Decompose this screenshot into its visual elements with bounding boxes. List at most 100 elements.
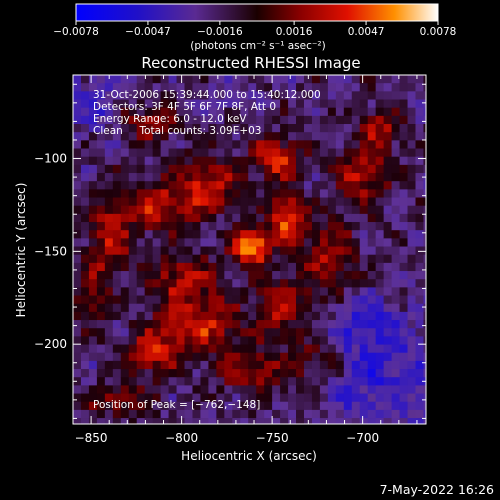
heatmap-cell: [240, 91, 249, 100]
heatmap-cell: [224, 401, 233, 411]
heatmap-cell: [208, 164, 217, 174]
heatmap-cell: [224, 377, 233, 386]
heatmap-cell: [296, 254, 305, 264]
heatmap-cell: [319, 156, 329, 166]
heatmap-cell: [240, 344, 249, 354]
heatmap-cell: [208, 271, 217, 280]
heatmap-cell: [280, 360, 289, 370]
heatmap-cell: [383, 205, 393, 215]
heatmap-cell: [168, 124, 177, 133]
heatmap-cell: [104, 262, 114, 272]
heatmap-cell: [367, 352, 377, 362]
heatmap-cell: [184, 91, 193, 100]
heatmap-cell: [351, 181, 361, 190]
heatmap-cell: [280, 197, 289, 207]
heatmap-cell: [391, 222, 400, 231]
heatmap-cell: [104, 287, 114, 296]
heatmap-cell: [303, 238, 313, 247]
heatmap-cell: [407, 213, 416, 223]
heatmap-cell: [399, 254, 408, 264]
heatmap-cell: [152, 418, 162, 424]
heatmap-cell: [391, 401, 400, 411]
heatmap-cell: [240, 115, 249, 125]
heatmap-cell: [423, 99, 426, 109]
heatmap-cell: [296, 75, 305, 84]
heatmap-cell: [168, 336, 177, 345]
heatmap-cell: [96, 132, 106, 141]
heatmap-cell: [232, 320, 241, 329]
heatmap-cell: [359, 75, 369, 84]
heatmap-cell: [383, 369, 393, 378]
heatmap-cell: [224, 197, 233, 207]
heatmap-cell: [200, 287, 209, 296]
heatmap-cell: [104, 328, 114, 337]
heatmap-cell: [160, 140, 169, 149]
heatmap-cell: [264, 262, 273, 272]
heatmap-cell: [73, 279, 82, 288]
heatmap-cell: [224, 279, 233, 288]
heatmap-cell: [96, 156, 106, 166]
heatmap-cell: [176, 295, 185, 305]
heatmap-cell: [104, 230, 114, 239]
heatmap-cell: [359, 287, 369, 296]
heatmap-cell: [136, 262, 146, 272]
heatmap-cell: [383, 238, 393, 247]
heatmap-cell: [216, 409, 225, 419]
heatmap-cell: [96, 385, 106, 394]
heatmap-cell: [200, 124, 209, 133]
heatmap-cell: [176, 173, 185, 182]
heatmap-cell: [288, 377, 297, 386]
heatmap-cell: [343, 287, 353, 296]
heatmap-cell: [375, 197, 385, 207]
heatmap-cell: [327, 393, 337, 403]
heatmap-cell: [136, 83, 146, 92]
heatmap-cell: [184, 418, 193, 424]
heatmap-cell: [232, 222, 241, 231]
heatmap-cell: [224, 360, 233, 370]
heatmap-cell: [152, 262, 162, 272]
heatmap-cell: [303, 197, 313, 207]
heatmap-cell: [343, 401, 353, 411]
heatmap-cell: [399, 83, 408, 92]
heatmap-cell: [264, 328, 273, 337]
heatmap-cell: [152, 124, 162, 133]
heatmap-cell: [248, 156, 257, 166]
heatmap-cell: [144, 91, 154, 100]
heatmap-cell: [192, 238, 201, 247]
heatmap-cell: [80, 320, 90, 329]
heatmap-cell: [192, 320, 201, 329]
heatmap-cell: [240, 156, 249, 166]
heatmap-cell: [248, 230, 257, 239]
heatmap-cell: [112, 222, 122, 231]
heatmap-cell: [104, 401, 114, 411]
heatmap-cell: [367, 303, 377, 313]
heatmap-cell: [216, 328, 225, 337]
heatmap-cell: [168, 222, 177, 231]
heatmap-cell: [184, 140, 193, 149]
heatmap-cell: [256, 189, 265, 198]
heatmap-cell: [176, 336, 185, 345]
heatmap-cell: [96, 279, 106, 288]
heatmap-cell: [296, 360, 305, 370]
heatmap-cell: [73, 254, 82, 264]
heatmap-cell: [280, 91, 289, 100]
heatmap-cell: [391, 418, 400, 424]
heatmap-cell: [96, 377, 106, 386]
heatmap-cell: [423, 262, 426, 272]
heatmap-cell: [311, 262, 321, 272]
heatmap-cell: [80, 262, 90, 272]
heatmap-cell: [327, 238, 337, 247]
heatmap-cell: [359, 213, 369, 223]
heatmap-cell: [415, 303, 424, 313]
heatmap-cell: [335, 156, 345, 166]
heatmap-cell: [248, 189, 257, 198]
heatmap-cell: [280, 369, 289, 378]
heatmap-cell: [240, 238, 249, 247]
heatmap-cell: [104, 271, 114, 280]
heatmap-cell: [375, 360, 385, 370]
heatmap-cell: [415, 344, 424, 354]
heatmap-cell: [80, 369, 90, 378]
heatmap-cell: [288, 132, 297, 141]
heatmap-cell: [184, 173, 193, 182]
heatmap-cell: [296, 262, 305, 272]
